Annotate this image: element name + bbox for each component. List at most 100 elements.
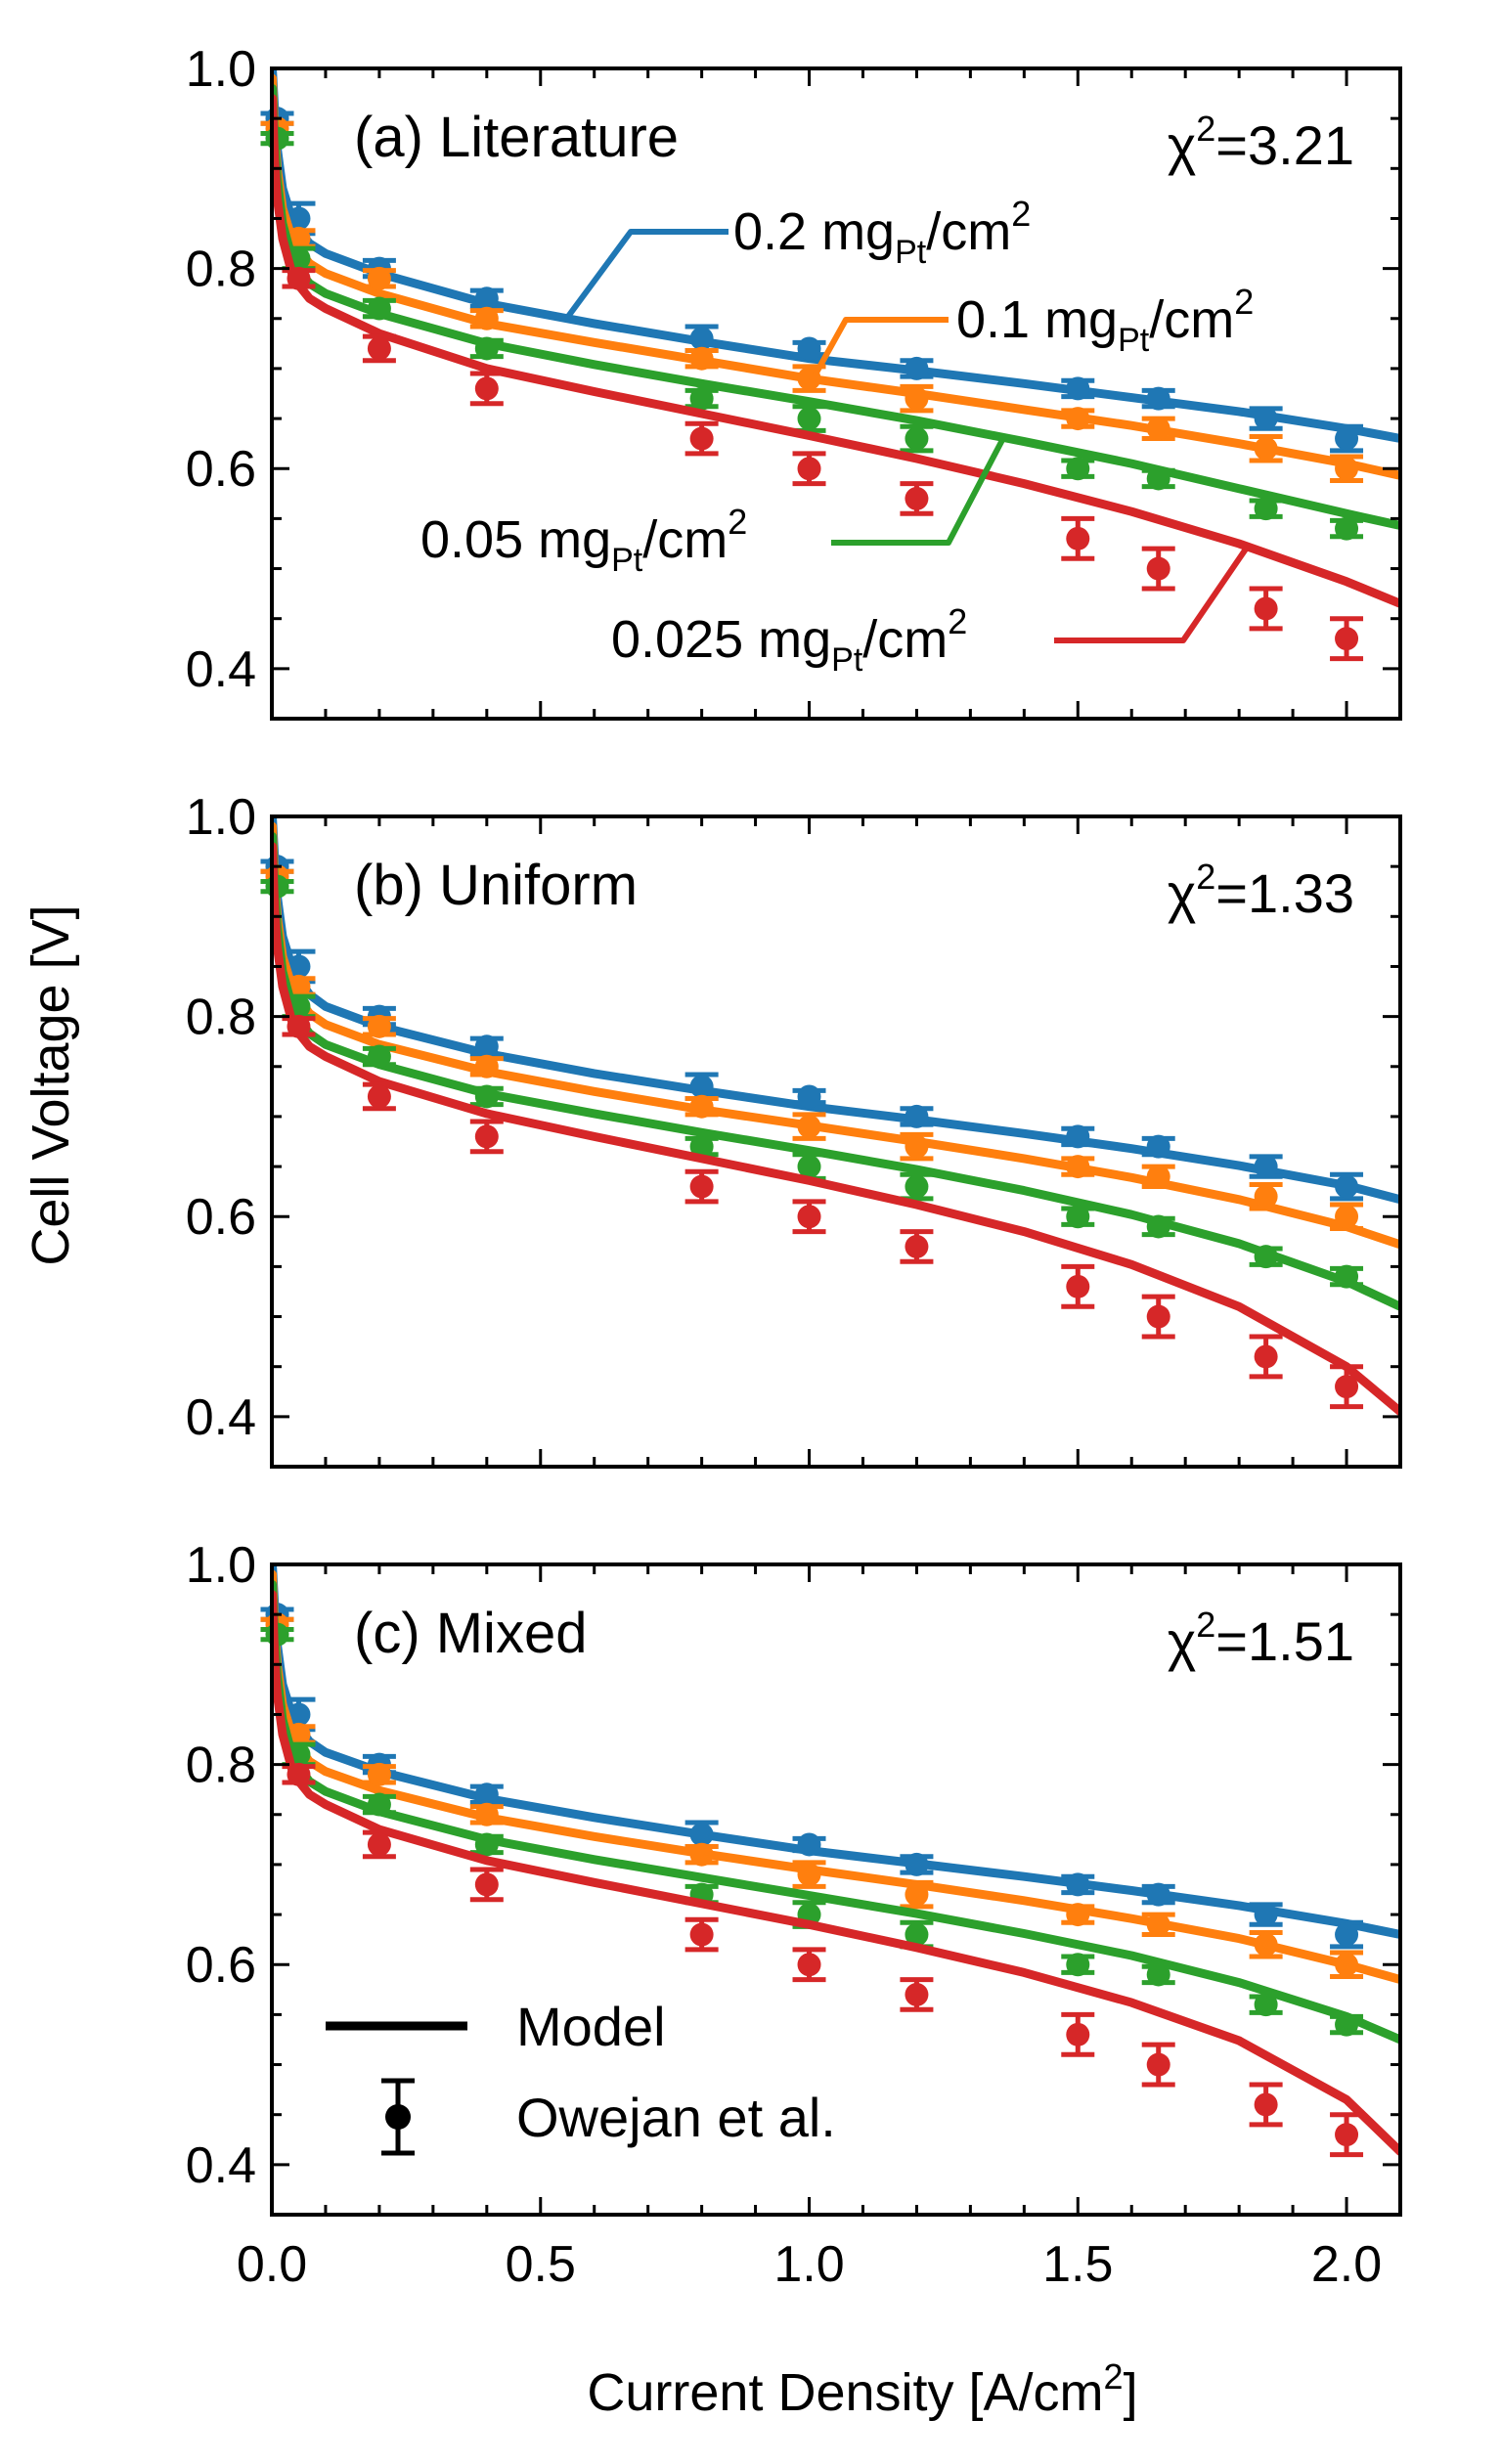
panels: 0.40.60.81.0(a) Literature χ2=3.210.2 mgP… xyxy=(186,41,1402,2293)
data-point xyxy=(792,1199,826,1235)
data-point xyxy=(792,1112,826,1141)
y-tick-label: 0.6 xyxy=(186,441,256,498)
label-main: 0.2 mg xyxy=(733,202,895,261)
marker xyxy=(797,407,821,431)
marker xyxy=(1146,466,1170,491)
marker xyxy=(1066,1872,1090,1897)
x-tick-label: 1.0 xyxy=(773,2236,844,2293)
data-point xyxy=(900,1171,934,1202)
x-tick-label: 0.0 xyxy=(237,2236,307,2293)
marker xyxy=(1066,407,1090,431)
data-point xyxy=(469,1782,504,1807)
data-point xyxy=(792,336,826,361)
legend-marker xyxy=(385,2104,411,2130)
series-0.025 xyxy=(272,842,1400,1417)
chi-symbol: χ xyxy=(1168,862,1196,924)
data-point xyxy=(684,346,719,371)
chi-exponent: 2 xyxy=(1196,109,1215,149)
marker xyxy=(1146,1304,1170,1329)
marker xyxy=(1066,1205,1090,1229)
data-point xyxy=(1330,516,1364,541)
data-point xyxy=(792,451,826,487)
chi-symbol: χ xyxy=(1168,114,1196,176)
data-point xyxy=(282,266,316,290)
data-point xyxy=(469,1034,504,1059)
data-point xyxy=(362,1044,396,1069)
x-tick-label: 2.0 xyxy=(1311,2236,1382,2293)
data-point xyxy=(1061,1953,1095,1977)
label-superscript: 2 xyxy=(1011,194,1031,234)
marker xyxy=(1146,386,1170,411)
marker xyxy=(1254,1184,1278,1209)
data-point xyxy=(1249,497,1283,521)
series-0.025 xyxy=(272,1590,1400,2158)
curve-label-0.05: 0.05 mgPt/cm2 xyxy=(420,438,1005,579)
marker xyxy=(1066,376,1090,401)
data-point xyxy=(1249,1993,1283,2017)
curve-label-text: 0.025 mgPt/cm2 xyxy=(611,601,967,679)
data-point xyxy=(1061,1872,1095,1897)
marker xyxy=(1254,407,1278,431)
data-point xyxy=(1330,1919,1364,1950)
y-tick-label: 1.0 xyxy=(186,789,256,846)
panel-1: 0.40.60.81.0(a) Literature χ2=3.210.2 mgP… xyxy=(186,41,1402,721)
data-point xyxy=(792,404,826,433)
x-tick-label: 0.5 xyxy=(506,2236,576,2293)
data-point xyxy=(1061,457,1095,481)
plot-frame xyxy=(270,66,1402,721)
marker xyxy=(1146,2052,1170,2077)
data-point xyxy=(1330,1264,1364,1289)
series-0.05 xyxy=(260,84,1400,541)
marker xyxy=(1335,1922,1359,1947)
marker xyxy=(287,954,311,979)
marker xyxy=(797,1115,821,1139)
data-point xyxy=(469,1084,504,1109)
marker xyxy=(689,1134,714,1159)
label-main: 0.1 mg xyxy=(956,290,1118,349)
chi-exponent: 2 xyxy=(1196,857,1215,897)
chi-value: =1.51 xyxy=(1215,1610,1354,1672)
marker xyxy=(1146,1134,1170,1159)
marker xyxy=(1146,556,1170,581)
marker xyxy=(474,1124,499,1149)
label-rest: /cm xyxy=(1149,290,1234,349)
data-point xyxy=(792,1084,826,1109)
label-superscript: 2 xyxy=(1234,282,1254,322)
y-tick-label: 1.0 xyxy=(186,1537,256,1594)
data-point xyxy=(469,1054,504,1078)
y-tick-label: 0.6 xyxy=(186,1937,256,1994)
marker xyxy=(689,1094,714,1119)
data-point xyxy=(1061,515,1095,561)
marker xyxy=(797,1953,821,1977)
curve-label-0.025: 0.025 mgPt/cm2 xyxy=(611,546,1250,679)
model-line xyxy=(272,1590,1400,2156)
marker xyxy=(1254,596,1278,621)
marker xyxy=(905,1922,929,1947)
marker xyxy=(1254,497,1278,521)
data-point xyxy=(684,420,719,457)
marker xyxy=(1146,1962,1170,1987)
data-point xyxy=(362,1762,396,1786)
data-point xyxy=(1141,1164,1175,1190)
data-point xyxy=(792,1832,826,1857)
label-subscript: Pt xyxy=(1118,322,1150,359)
x-axis-title-superscript: 2 xyxy=(1104,2356,1124,2397)
data-point xyxy=(1141,416,1175,442)
data-point xyxy=(1061,1155,1095,1179)
curve-label-text: 0.1 mgPt/cm2 xyxy=(956,282,1254,359)
x-tick-label: 1.5 xyxy=(1042,2236,1113,2293)
data-point xyxy=(1061,1124,1095,1149)
data-point xyxy=(362,1014,396,1038)
marker xyxy=(1335,627,1359,651)
data-point xyxy=(1330,1171,1364,1202)
marker xyxy=(797,1832,821,1857)
marker xyxy=(1066,1124,1090,1149)
x-axis-title-end: ] xyxy=(1124,2363,1138,2422)
y-tick-label: 1.0 xyxy=(186,41,256,98)
marker xyxy=(689,1823,714,1847)
chi-square-label: χ2=3.21 xyxy=(1168,109,1354,176)
y-tick-label: 0.6 xyxy=(186,1189,256,1246)
marker xyxy=(367,1832,391,1857)
marker xyxy=(1066,1953,1090,1977)
marker xyxy=(1254,2092,1278,2117)
